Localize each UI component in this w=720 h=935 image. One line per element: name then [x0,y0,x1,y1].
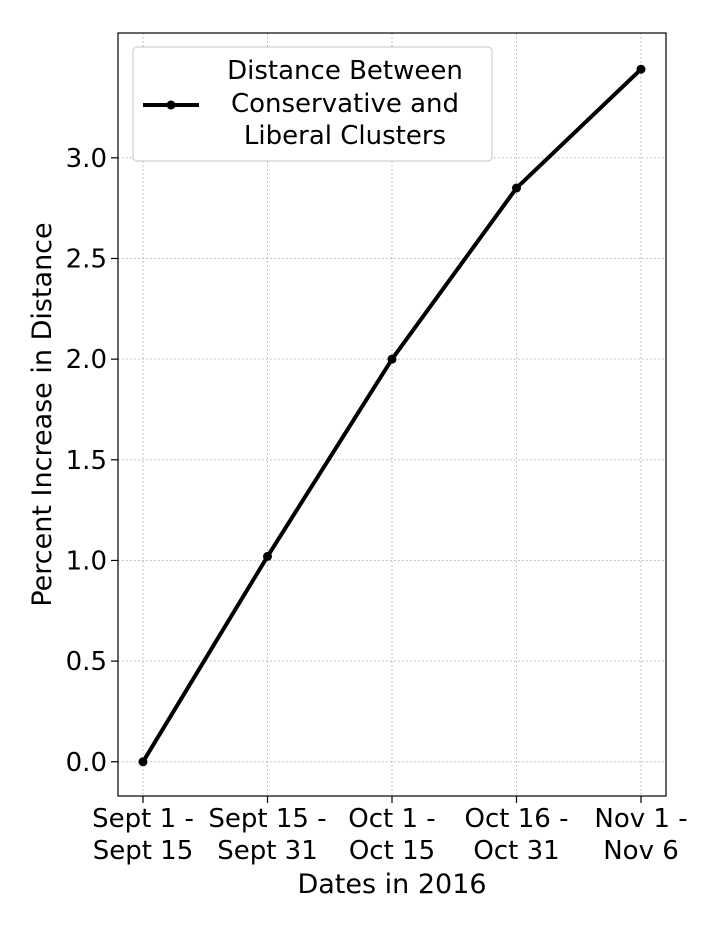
y-tick-label: 1.5 [66,446,107,476]
legend-label-line-3: Liberal Clusters [244,121,446,151]
y-axis-title: Percent Increase in Distance [27,222,58,606]
legend-label-line-1: Distance Between [227,56,463,86]
legend-label-line-2: Conservative and [231,89,459,119]
data-point [263,551,272,561]
legend-box [132,46,493,162]
data-point [512,183,521,193]
y-tick-label: 3.0 [66,144,107,174]
y-axis-ticks: 0.0 0.5 1.0 1.5 2.0 2.5 3.0 [66,144,118,778]
x-axis-title: Dates in 2016 [297,869,486,900]
y-tick-label: 0.0 [66,748,107,778]
data-point [138,757,148,767]
data-point [387,354,397,364]
y-tick-label: 1.0 [66,546,107,576]
grid-layer [118,33,666,796]
y-tick-label: 2.5 [66,244,107,274]
x-tick-label: Sept 31 [217,836,318,866]
x-tick-label: Nov 1 - [594,804,687,834]
x-tick-label: Oct 31 [473,836,559,866]
x-tick-label: Oct 15 [349,836,435,866]
legend: Distance Between Conservative and Libera… [132,46,493,162]
x-tick-label: Nov 6 [603,836,679,866]
y-tick-label: 2.0 [66,345,107,375]
x-tick-label: Oct 16 - [465,804,569,834]
series-layer [138,64,646,767]
legend-marker-swatch [166,100,176,110]
x-tick-label: Oct 1 - [348,804,435,834]
data-point [636,64,646,74]
x-tick-label: Sept 1 - [92,804,194,834]
x-tick-label: Sept 15 - [208,804,326,834]
y-tick-label: 0.5 [66,647,107,677]
x-tick-label: Sept 15 [93,836,194,866]
